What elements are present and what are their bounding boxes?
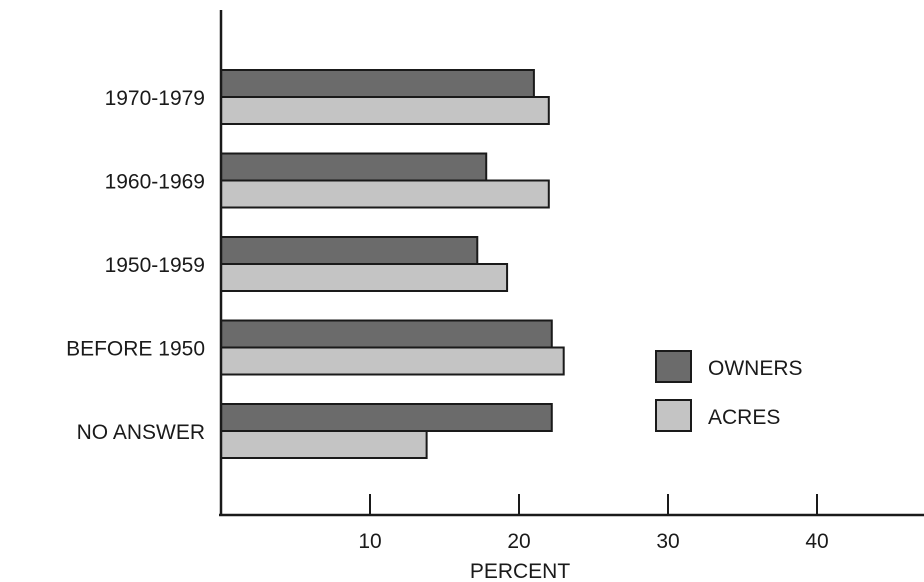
bar-owners-1 [220, 152, 488, 182]
bar-acres-3 [220, 346, 565, 376]
category-label-0: 1970-1979 [105, 87, 205, 110]
x-tick-label-2: 30 [656, 530, 679, 553]
bar-owners-0 [220, 69, 535, 98]
category-label-1: 1960-1969 [105, 171, 205, 194]
x-axis-label: PERCENT [470, 560, 571, 582]
category-labels: 1970-1979 1960-1969 1950-1959 BEFORE 1950 NO… [66, 87, 205, 444]
x-tick-label-0: 10 [358, 530, 381, 553]
legend: OWNERS ACRES [655, 350, 803, 432]
x-axis-ticks: 10 20 30 40 [358, 494, 829, 553]
bar-acres-0 [220, 96, 550, 125]
bars-group [220, 69, 565, 459]
legend-swatch-owners [655, 350, 692, 383]
bar-acres-4 [220, 430, 428, 459]
bar-acres-1 [220, 179, 550, 209]
bar-owners-3 [220, 319, 553, 349]
bar-owners-4 [220, 403, 553, 432]
legend-swatch-acres [655, 399, 692, 432]
x-tick-label-3: 40 [805, 530, 828, 553]
bar-acres-2 [220, 263, 509, 292]
legend-label-acres: ACRES [708, 406, 780, 429]
legend-label-owners: OWNERS [708, 357, 803, 380]
bar-owners-2 [220, 236, 479, 265]
x-tick-label-1: 20 [507, 530, 530, 553]
category-label-4: NO ANSWER [77, 421, 205, 444]
category-label-2: 1950-1959 [105, 254, 205, 277]
category-label-3: BEFORE 1950 [66, 338, 205, 361]
